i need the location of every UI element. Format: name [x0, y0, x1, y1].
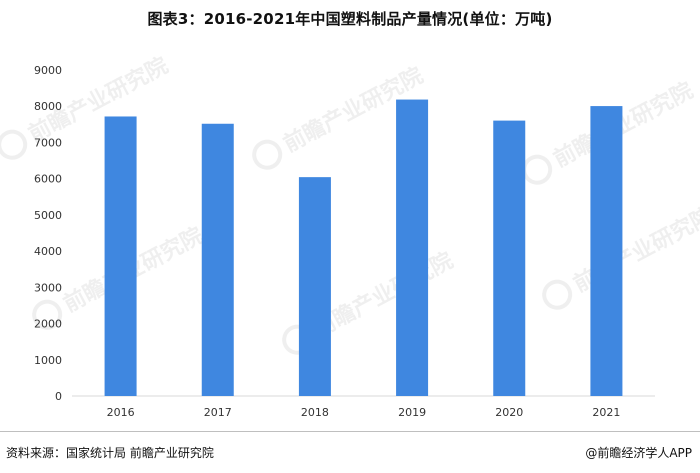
x-tick-label: 2018: [301, 406, 329, 419]
source-note: 资料来源：国家统计局 前瞻产业研究院: [6, 446, 214, 460]
y-tick-label: 8000: [34, 100, 62, 113]
footer: 资料来源：国家统计局 前瞻产业研究院 @前瞻经济学人APP: [0, 431, 700, 473]
x-axis-ticks: 2016 2017 2018 2019 2020 2021: [107, 406, 621, 419]
y-tick-label: 9000: [34, 64, 62, 77]
y-tick-label: 4000: [34, 245, 62, 258]
x-tick-label: 2017: [204, 406, 232, 419]
y-tick-label: 5000: [34, 209, 62, 222]
y-tick-label: 7000: [34, 136, 62, 149]
bar: [493, 120, 526, 396]
y-tick-label: 2000: [34, 318, 62, 331]
x-tick-label: 2021: [592, 406, 620, 419]
x-tick-label: 2016: [107, 406, 135, 419]
svg-text:前瞻产业研究院: 前瞻产业研究院: [549, 77, 697, 172]
bar: [590, 106, 623, 396]
bar: [396, 99, 429, 396]
watermark: 前瞻产业研究院: [0, 52, 172, 160]
svg-text:前瞻产业研究院: 前瞻产业研究院: [309, 247, 457, 342]
bar: [201, 123, 234, 396]
y-axis-ticks: 0 1000 2000 3000 4000 5000 6000 7000 8000 9000: [34, 64, 62, 403]
bar: [104, 116, 137, 396]
bar-series: [104, 99, 623, 396]
svg-text:前瞻产业研究院: 前瞻产业研究院: [569, 202, 700, 297]
x-tick-label: 2020: [495, 406, 523, 419]
brand-label: @前瞻经济学人APP: [585, 446, 692, 460]
x-tick-label: 2019: [398, 406, 426, 419]
chart-title: 图表3：2016-2021年中国塑料制品产量情况(单位：万吨): [147, 10, 553, 28]
bar: [298, 177, 331, 396]
y-tick-label: 1000: [34, 354, 62, 367]
y-tick-label: 3000: [34, 281, 62, 294]
y-tick-label: 0: [55, 390, 62, 403]
y-tick-label: 6000: [34, 173, 62, 186]
chart-area: 前瞻产业研究院前瞻产业研究院前瞻产业研究院前瞻产业研究院前瞻产业研究院前瞻产业研…: [0, 52, 700, 419]
